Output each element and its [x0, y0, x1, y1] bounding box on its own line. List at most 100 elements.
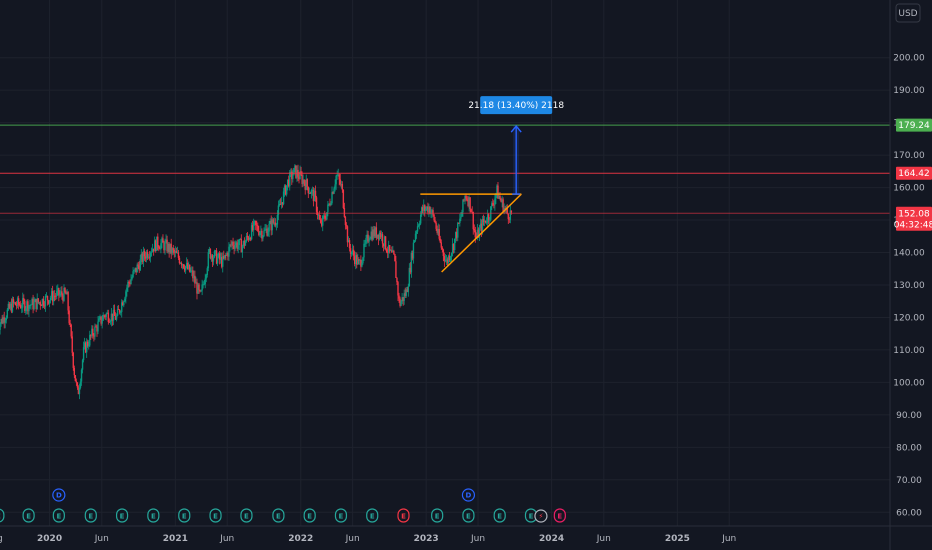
candle-body [51, 291, 54, 302]
candle-body [417, 225, 420, 227]
candle-body [459, 218, 461, 224]
candle-body [192, 270, 194, 279]
candle-body [251, 225, 254, 231]
earnings-badge-label: E [88, 513, 93, 521]
candle-body [158, 246, 160, 249]
candle-body [85, 341, 88, 353]
candle-body [30, 304, 32, 306]
candle-body [248, 237, 251, 240]
candle-body [263, 230, 265, 236]
candle-body [89, 334, 91, 346]
candle-body [64, 288, 66, 293]
earnings-badge-label: E [244, 513, 249, 521]
candle-body [54, 295, 56, 297]
candle-body [208, 248, 211, 253]
candle-body [341, 183, 344, 190]
candle-body [245, 235, 248, 242]
candle-body [284, 185, 287, 195]
candle-body [76, 382, 79, 388]
earnings-badge [52, 508, 65, 523]
earnings-badge-label: E [182, 513, 187, 521]
candle-body [283, 185, 286, 192]
candle-body [50, 291, 53, 298]
candle-body [375, 227, 378, 238]
candle-body [112, 309, 115, 321]
candle-body [392, 250, 394, 253]
candle-body [369, 238, 371, 240]
candle-body [410, 252, 413, 273]
candle-body [178, 257, 181, 264]
price-tick-label: 60.00 [896, 508, 922, 518]
candle-body [33, 301, 35, 310]
candle-body [370, 231, 372, 239]
candle-body [407, 286, 409, 293]
candle-body [333, 188, 335, 194]
candle-body [222, 256, 224, 267]
candle-body [110, 313, 113, 322]
candle-body [15, 305, 18, 306]
support-line [441, 193, 522, 273]
candle-body [65, 292, 67, 295]
candle-body [416, 226, 419, 232]
earnings-badge-label: E [307, 513, 312, 521]
candle-body [376, 234, 379, 238]
time-axis[interactable]: ug 2020 Jun 2021 Jun 2022 Jun 2023 Jun 2024 Jun 202… [0, 525, 932, 544]
candle-body [427, 206, 429, 213]
candle-body [81, 360, 84, 370]
candle-body [136, 264, 138, 273]
candle-body [152, 248, 155, 252]
candle-body [259, 232, 261, 235]
candle-body [73, 367, 76, 376]
candle-body [187, 262, 189, 269]
candle-body [184, 266, 187, 271]
candle-body [10, 303, 13, 312]
candle-body [439, 238, 441, 243]
candle-body [16, 298, 19, 306]
candle-body [63, 288, 65, 301]
candle-body [420, 207, 423, 215]
candle-body [351, 249, 354, 252]
candle-body [203, 284, 205, 286]
candle-body [458, 222, 460, 224]
candle-body [489, 219, 491, 221]
earnings-badge [240, 508, 253, 523]
grid [0, 0, 890, 526]
candle-body [264, 229, 266, 231]
candle-body [444, 259, 447, 262]
candle-body [292, 175, 294, 180]
candle-body [221, 256, 223, 267]
candle-body [288, 179, 290, 187]
candle-body [467, 199, 469, 206]
candle-body [95, 326, 97, 328]
candle-body [362, 257, 364, 264]
candle-body [173, 249, 176, 253]
candle-body [38, 302, 40, 303]
time-tick-label: Jun [596, 534, 611, 544]
currency-button[interactable]: USD [895, 3, 921, 23]
candle-body [11, 299, 14, 312]
earnings-badge-label: E [339, 513, 344, 521]
candle-body [405, 289, 407, 296]
candle-body [132, 271, 134, 277]
candle-body [116, 309, 119, 316]
price-tick-label: 110.00 [893, 346, 925, 356]
candle-body [426, 206, 428, 209]
candle-body [232, 241, 234, 246]
candle-body [12, 299, 15, 304]
candle-body [276, 214, 279, 225]
candle-body [295, 165, 297, 178]
price-tag-label: 152.08 [898, 209, 930, 219]
candle-body [226, 253, 228, 256]
candle-body [485, 222, 488, 224]
candle-body [340, 183, 342, 185]
candle-body [466, 198, 468, 200]
candle-body [456, 231, 458, 238]
candle-body [431, 210, 433, 213]
candle-body [461, 212, 463, 217]
candle-body [234, 245, 236, 249]
candle-body [246, 235, 249, 238]
candle-body [317, 215, 320, 216]
candle-body [163, 242, 165, 251]
candle-body [436, 228, 438, 233]
